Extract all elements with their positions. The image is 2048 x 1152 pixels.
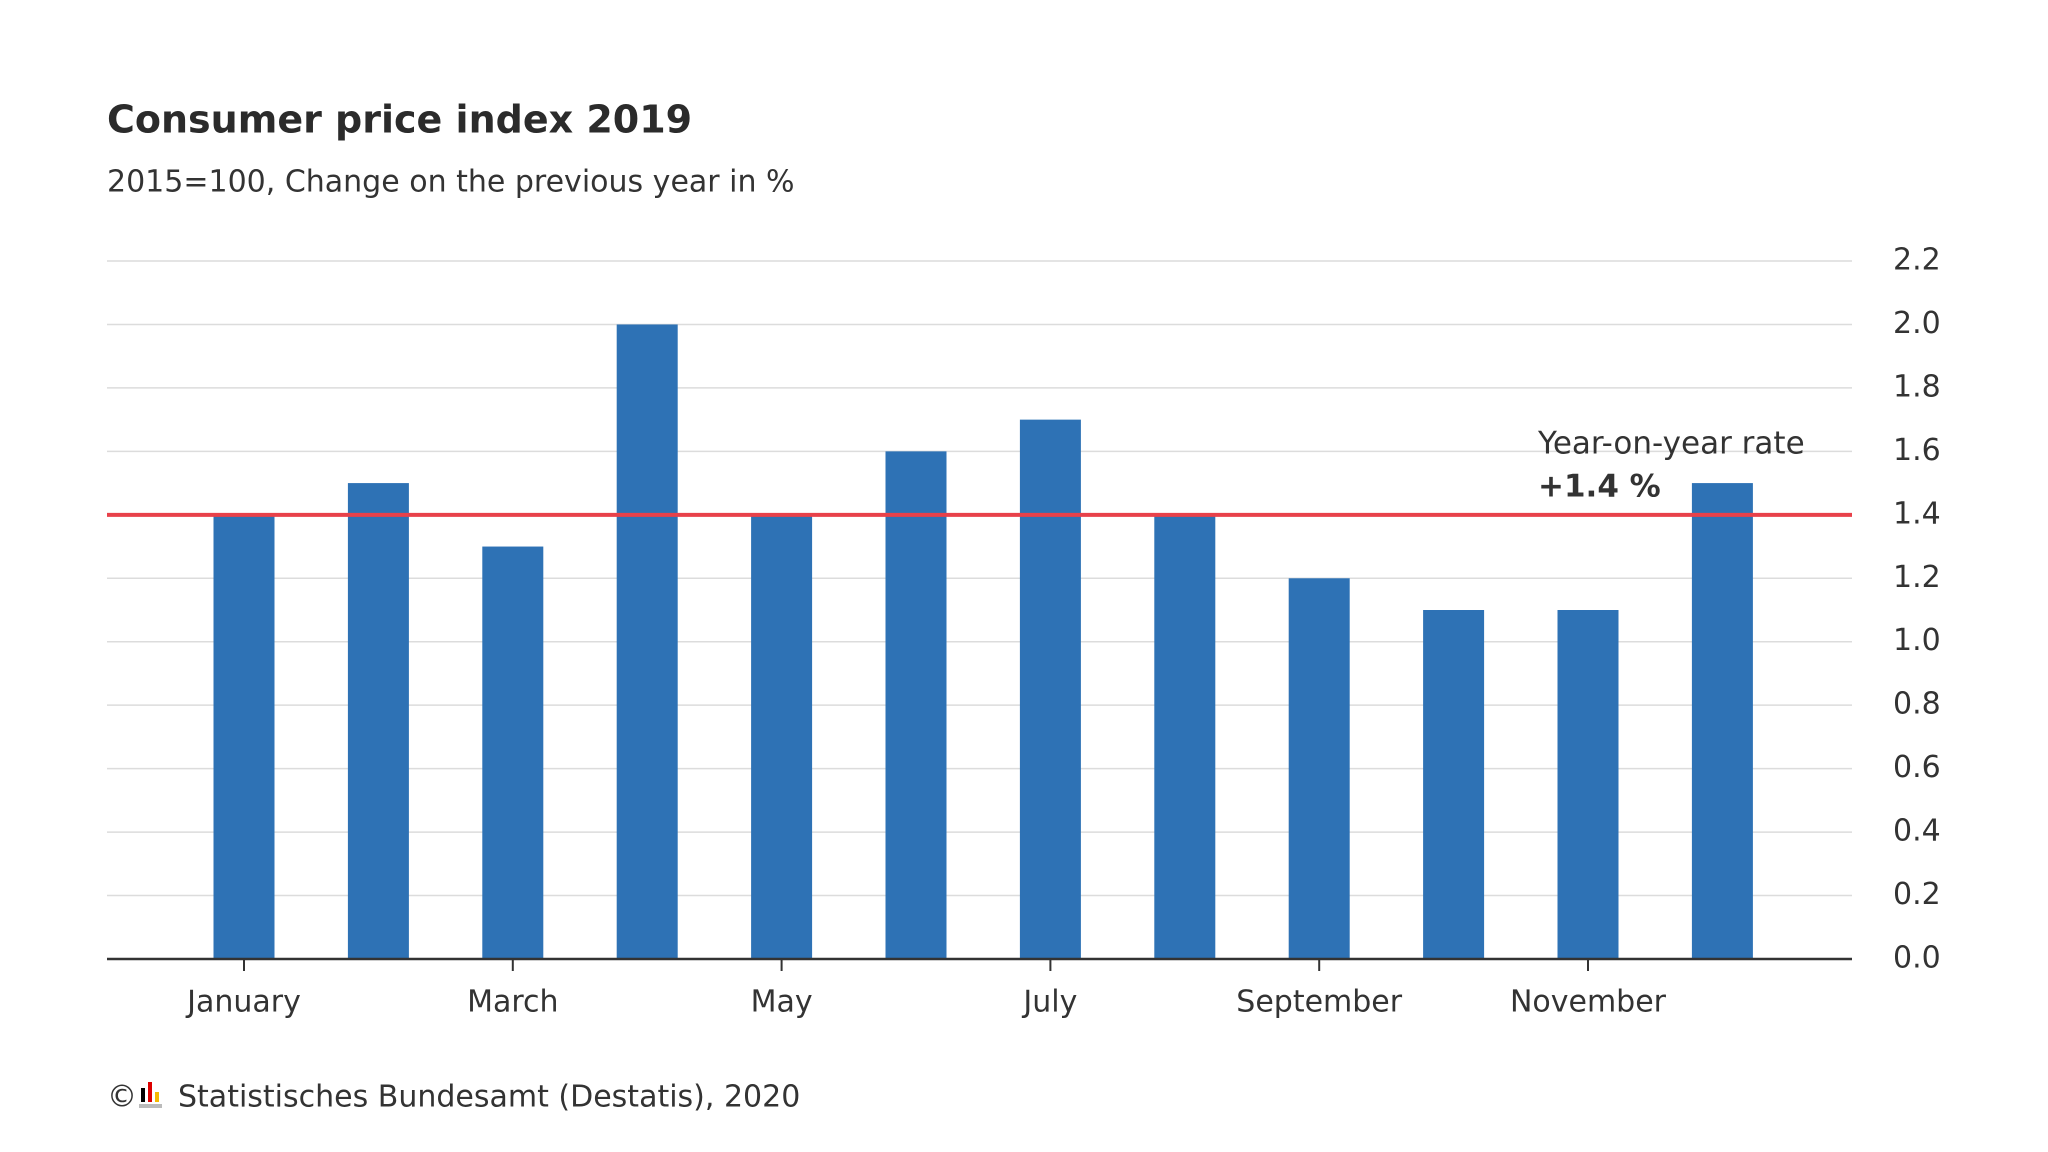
y-tick-label: 0.2 xyxy=(1893,877,1941,912)
bar xyxy=(1154,514,1216,959)
bar xyxy=(1691,483,1753,959)
y-tick-label: 2.0 xyxy=(1893,306,1941,341)
x-tick-label: September xyxy=(1236,985,1402,1020)
x-tick-label: November xyxy=(1510,985,1667,1020)
bar xyxy=(885,451,947,959)
y-tick-label: 0.4 xyxy=(1893,814,1941,849)
annotation: Year-on-year rate xyxy=(1537,426,1805,462)
y-tick-label: 2.2 xyxy=(1893,243,1941,278)
bar xyxy=(482,546,544,959)
y-tick-label: 0.6 xyxy=(1893,750,1941,785)
bar xyxy=(616,324,678,959)
bar xyxy=(751,514,813,959)
y-tick-label: 1.2 xyxy=(1893,560,1941,595)
source: Statistisches Bundesamt (Destatis), 2020 xyxy=(178,1080,800,1115)
bar xyxy=(1423,610,1485,959)
y-tick-label: 0.8 xyxy=(1893,687,1941,722)
y-tick-label: 1.4 xyxy=(1893,496,1941,531)
annotation-value: +1.4 % xyxy=(1538,469,1661,505)
bar xyxy=(1288,578,1350,959)
x-tick-label: January xyxy=(185,985,301,1020)
y-tick-label: 1.0 xyxy=(1893,623,1941,658)
y-tick-label: 1.6 xyxy=(1893,433,1941,468)
x-tick-label: March xyxy=(467,985,558,1020)
y-tick-label: 1.8 xyxy=(1893,369,1941,404)
x-tick-label: July xyxy=(1021,985,1077,1020)
copyright: © xyxy=(107,1080,137,1115)
bar xyxy=(213,514,275,959)
y-tick-label: 0.0 xyxy=(1893,941,1941,976)
logo xyxy=(139,1082,162,1108)
chart-title: Consumer price index 2019 xyxy=(107,98,692,142)
bar xyxy=(347,483,409,959)
bar xyxy=(1557,610,1619,959)
x-tick-label: May xyxy=(751,985,813,1020)
chart-subtitle: 2015=100, Change on the previous year in… xyxy=(107,165,795,200)
bar xyxy=(1019,419,1081,959)
